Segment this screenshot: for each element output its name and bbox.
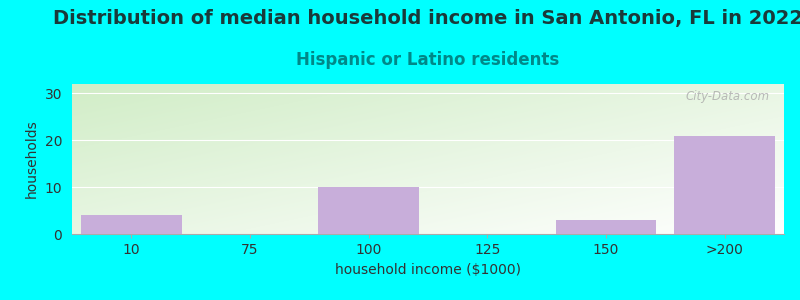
Bar xyxy=(674,136,775,234)
Text: Hispanic or Latino residents: Hispanic or Latino residents xyxy=(296,51,560,69)
X-axis label: household income ($1000): household income ($1000) xyxy=(335,262,521,277)
Bar xyxy=(81,215,182,234)
Text: City-Data.com: City-Data.com xyxy=(686,90,770,103)
Bar xyxy=(318,187,419,234)
Bar xyxy=(555,220,657,234)
Text: Distribution of median household income in San Antonio, FL in 2022: Distribution of median household income … xyxy=(53,9,800,28)
Y-axis label: households: households xyxy=(25,120,39,198)
